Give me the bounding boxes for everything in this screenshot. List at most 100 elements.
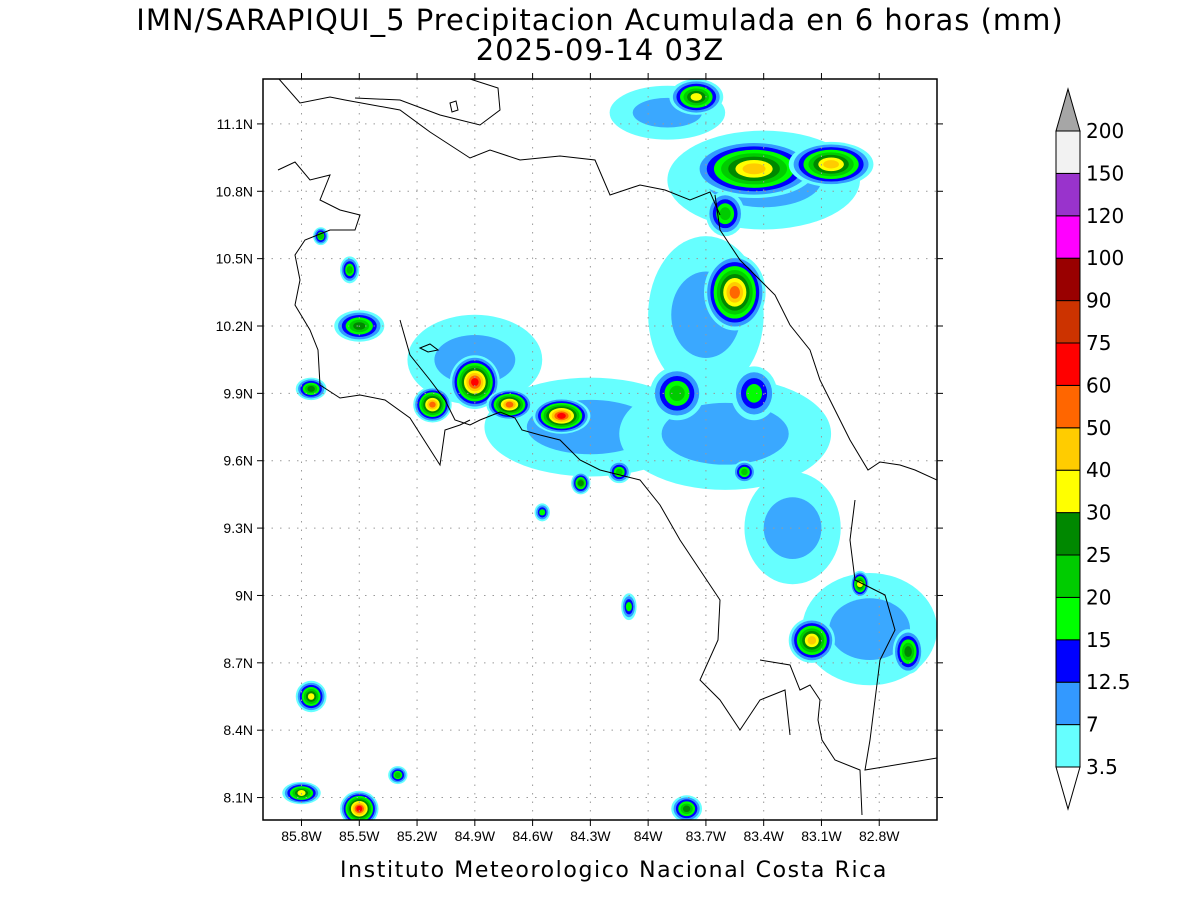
- lat-tick-label: 10.8N: [216, 183, 253, 199]
- precip-cell-contour: [690, 93, 702, 101]
- lon-tick-label: 84.6W: [512, 828, 553, 844]
- colorbar-label: 12.5: [1086, 670, 1131, 694]
- colorbar-swatch: [1055, 554, 1081, 598]
- colorbar-swatch: [1055, 724, 1081, 768]
- lon-tick-label: 82.8W: [859, 828, 900, 844]
- precip-cell-contour: [682, 805, 691, 813]
- lon-tick-label: 84.9W: [455, 828, 496, 844]
- precip-cell-contour: [557, 412, 566, 419]
- light-rain-core: [763, 497, 822, 559]
- colorbar-label: 75: [1086, 331, 1111, 355]
- light-rain-core: [829, 598, 911, 661]
- colorbar-swatch: [1055, 300, 1081, 344]
- precip-cell-contour: [577, 480, 584, 487]
- coastline-osa: [759, 659, 863, 816]
- precip-cell-contour: [471, 378, 479, 387]
- precipitation-layer: [282, 79, 937, 820]
- map-subtitle-time: 2025-09-14 03Z: [476, 33, 725, 67]
- colorbar-label: 7: [1086, 713, 1099, 737]
- grid-lines: [263, 79, 937, 820]
- lon-tick-label: 85.2W: [397, 828, 438, 844]
- precip-cell-contour: [429, 401, 436, 408]
- lat-tick-label: 9.3N: [223, 520, 253, 536]
- colorbar-label: 15: [1086, 628, 1111, 652]
- precip-cell-contour: [539, 509, 546, 516]
- precip-cell-contour: [346, 266, 353, 274]
- precip-cell-contour: [729, 285, 740, 299]
- colorbar-label: 3.5: [1086, 755, 1118, 779]
- lat-tick-label: 9.6N: [223, 453, 253, 469]
- colorbar-swatch: [1055, 130, 1081, 174]
- colorbar-label: 150: [1086, 161, 1124, 185]
- colorbar-lower-extend: [1055, 766, 1081, 811]
- colorbar: 3.5 7 12.5 15 20 25 30 40 50 60 75 90 100 120 150 200: [1055, 87, 1131, 811]
- colorbar-swatch: [1055, 512, 1081, 556]
- precip-cell-contour: [505, 401, 514, 408]
- precip-cell-contour: [625, 601, 632, 612]
- island-omotepe: [449, 100, 459, 113]
- lat-tick-label: 8.4N: [223, 722, 253, 738]
- colorbar-label: 120: [1086, 204, 1124, 228]
- lat-tick-label: 10.5N: [216, 251, 253, 267]
- colorbar-label: 200: [1086, 119, 1124, 143]
- colorbar-label: 20: [1086, 585, 1111, 609]
- coastline-caribbean: [714, 194, 937, 481]
- coastline-gulf-nicoya: [399, 319, 791, 736]
- colorbar-swatch: [1055, 596, 1081, 641]
- precip-cell-contour: [904, 646, 912, 658]
- lat-tick-label: 10.2N: [216, 318, 253, 334]
- lat-tick-label: 9.9N: [223, 385, 253, 401]
- colorbar-swatch: [1055, 257, 1081, 302]
- colorbar-swatch: [1055, 639, 1081, 683]
- map-frame: [262, 78, 938, 821]
- lon-tick-label: 83.4W: [743, 828, 784, 844]
- colorbar-upper-extend: [1055, 87, 1081, 132]
- lon-tick-label: 83.1W: [801, 828, 842, 844]
- precip-cell-contour: [394, 772, 401, 779]
- colorbar-label: 50: [1086, 416, 1111, 440]
- colorbar-label: 40: [1086, 458, 1111, 482]
- precip-cell-contour: [615, 468, 623, 476]
- lat-tick-label: 9N: [235, 587, 253, 603]
- island-chira: [418, 343, 440, 353]
- coastline-layer: [277, 79, 937, 816]
- lat-tick-label: 11.1N: [217, 116, 253, 132]
- precip-cell-contour: [669, 385, 685, 402]
- coastline-pacific-northwest: [277, 161, 471, 467]
- precip-cell-contour: [741, 468, 748, 476]
- colorbar-label: 25: [1086, 543, 1111, 567]
- colorbar-swatch: [1055, 342, 1081, 386]
- latitude-axis: 11.1N 10.8N 10.5N 10.2N 9.9N 9.6N 9.3N 9N 8.7N 8.…: [216, 116, 943, 806]
- colorbar-swatch: [1055, 215, 1081, 259]
- precip-cell-contour: [307, 693, 315, 700]
- coastline-north: [278, 79, 721, 216]
- lon-tick-label: 85.5W: [339, 828, 380, 844]
- colorbar-label: 30: [1086, 501, 1111, 525]
- credit-text: Instituto Meteorologico Nacional Costa R…: [340, 858, 888, 883]
- longitude-axis: 85.8W 85.5W 85.2W 84.9W 84.6W 84.3W 84W 83.7W 83…: [281, 73, 900, 844]
- nicaragua-lake-shore: [354, 79, 501, 126]
- precip-cell-contour: [823, 160, 839, 169]
- precip-cell-contour: [746, 383, 763, 403]
- colorbar-swatch: [1055, 427, 1081, 471]
- precip-cell-contour: [807, 636, 817, 645]
- border-panama: [849, 499, 937, 771]
- lat-tick-label: 8.1N: [223, 790, 253, 806]
- precip-cell-contour: [742, 163, 766, 175]
- lon-tick-label: 83.7W: [686, 828, 727, 844]
- precip-cell-contour: [356, 805, 363, 812]
- colorbar-swatch: [1055, 469, 1081, 514]
- colorbar-swatch: [1055, 172, 1081, 217]
- colorbar-label: 100: [1086, 246, 1124, 270]
- colorbar-swatch: [1055, 681, 1081, 726]
- colorbar-label: 60: [1086, 373, 1111, 397]
- lon-tick-label: 85.8W: [281, 828, 322, 844]
- lat-tick-label: 8.7N: [223, 655, 253, 671]
- lon-tick-label: 84.3W: [570, 828, 611, 844]
- map-title: IMN/SARAPIQUI_5 Precipitacion Acumulada …: [136, 3, 1063, 37]
- map-panel[interactable]: [262, 78, 938, 827]
- colorbar-label: 90: [1086, 289, 1111, 313]
- precip-cell-contour: [307, 385, 315, 392]
- colorbar-swatch: [1055, 384, 1081, 429]
